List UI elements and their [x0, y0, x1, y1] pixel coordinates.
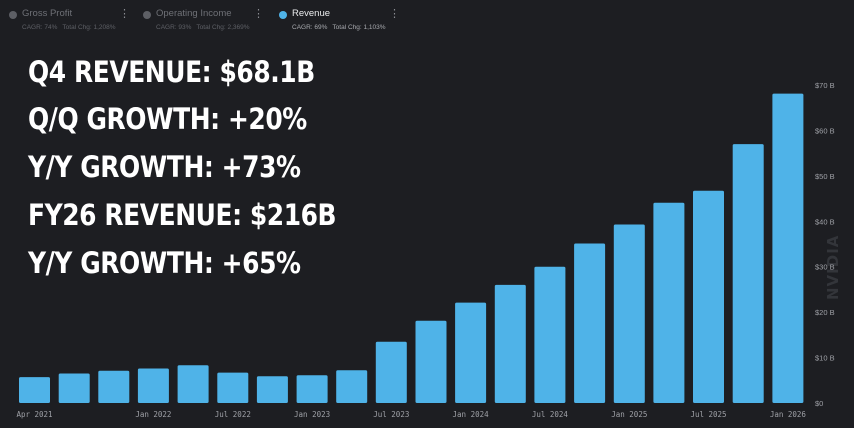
bar-1[interactable] — [58, 373, 90, 404]
bar-17[interactable] — [693, 190, 724, 403]
x-tick-label-9: Jan 2026 — [770, 410, 807, 419]
metric-legend: Gross Profit CAGR: 74% Total Chg: 1,208% … — [0, 0, 854, 36]
operating-income-dot-icon — [143, 11, 151, 19]
x-tick-label-0: Apr 2021 — [16, 410, 52, 419]
headline-fy26-revenue: FY26 REVENUE: $216B — [28, 198, 337, 232]
legend-gross-profit-stats: CAGR: 74% Total Chg: 1,208% — [22, 24, 116, 31]
y-tick-label-4: $40 B — [815, 217, 835, 226]
x-tick-label-1: Jan 2022 — [135, 410, 171, 419]
y-tick-label-2: $20 B — [815, 308, 835, 317]
revenue-more-icon[interactable]: ⋮ — [389, 8, 400, 20]
y-tick-label-7: $70 B — [815, 81, 835, 90]
bar-14[interactable] — [574, 243, 606, 404]
bar-16[interactable] — [653, 202, 685, 403]
operating-income-more-icon[interactable]: ⋮ — [253, 8, 264, 20]
bar-12[interactable] — [494, 284, 526, 403]
revenue-total-change: Total Chg: 1,103% — [332, 24, 386, 31]
y-tick-label-1: $10 B — [815, 354, 835, 363]
legend-operating-income[interactable]: Operating Income CAGR: 93% Total Chg: 2,3… — [143, 8, 264, 36]
legend-gross-profit-label: Gross Profit — [22, 8, 73, 19]
y-tick-label-6: $60 B — [815, 126, 835, 135]
headline-qq-growth: Q/Q GROWTH: +20% — [28, 102, 307, 136]
bar-4[interactable] — [177, 365, 209, 403]
operating-income-total-change: Total Chg: 2,369% — [196, 24, 250, 31]
bar-15[interactable] — [613, 224, 645, 404]
bar-7[interactable] — [296, 375, 328, 403]
bar-6[interactable] — [256, 376, 288, 403]
legend-operating-income-stats: CAGR: 93% Total Chg: 2,369% — [156, 24, 250, 31]
bar-13[interactable] — [534, 266, 566, 403]
bar-3[interactable] — [137, 368, 169, 404]
gross-profit-dot-icon — [9, 11, 17, 19]
gross-profit-cagr: CAGR: 74% — [22, 24, 58, 31]
legend-operating-income-label: Operating Income — [156, 8, 232, 19]
bar-5[interactable] — [217, 372, 249, 403]
bar-2[interactable] — [98, 370, 130, 403]
bar-19[interactable] — [772, 93, 804, 403]
x-tick-label-7: Jan 2025 — [611, 410, 647, 419]
bar-0[interactable] — [19, 377, 50, 403]
nvidia-watermark: NVIDIA — [824, 235, 842, 300]
bar-8[interactable] — [336, 370, 368, 403]
bar-9[interactable] — [375, 341, 407, 403]
headline-yy-growth: Y/Y GROWTH: +73% — [28, 150, 301, 184]
y-tick-label-0: $0 — [815, 399, 823, 408]
y-tick-label-3: $30 B — [815, 263, 835, 272]
bar-11[interactable] — [455, 302, 487, 403]
gross-profit-total-change: Total Chg: 1,208% — [62, 24, 116, 31]
bar-18[interactable] — [732, 144, 764, 403]
bar-10[interactable] — [415, 320, 447, 403]
legend-revenue[interactable]: Revenue CAGR: 69% Total Chg: 1,103% ⋮ — [279, 8, 400, 36]
legend-revenue-stats: CAGR: 69% Total Chg: 1,103% — [292, 24, 386, 31]
headline-fy-yy-growth: Y/Y GROWTH: +65% — [28, 246, 301, 280]
operating-income-cagr: CAGR: 93% — [156, 24, 192, 31]
legend-gross-profit[interactable]: Gross Profit CAGR: 74% Total Chg: 1,208% … — [9, 8, 130, 36]
legend-revenue-label: Revenue — [292, 8, 331, 19]
x-tick-label-6: Jul 2024 — [532, 410, 569, 419]
revenue-dot-icon — [279, 11, 287, 19]
x-tick-label-3: Jan 2023 — [294, 410, 330, 419]
x-tick-label-8: Jul 2025 — [690, 410, 726, 419]
headline-q4-revenue: Q4 REVENUE: $68.1B — [28, 55, 315, 89]
y-tick-label-5: $50 B — [815, 172, 835, 181]
x-tick-label-2: Jul 2022 — [215, 410, 251, 419]
x-tick-label-5: Jan 2024 — [453, 410, 490, 419]
x-tick-label-4: Jul 2023 — [373, 410, 409, 419]
revenue-cagr: CAGR: 69% — [292, 24, 328, 31]
gross-profit-more-icon[interactable]: ⋮ — [119, 8, 130, 20]
